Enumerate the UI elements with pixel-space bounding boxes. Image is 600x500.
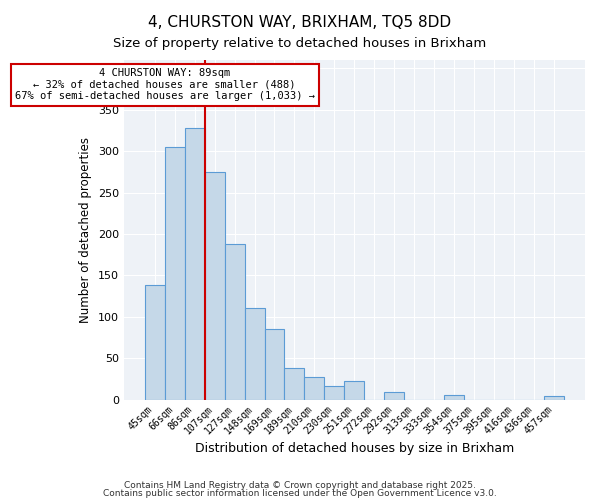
- Text: Size of property relative to detached houses in Brixham: Size of property relative to detached ho…: [113, 38, 487, 51]
- Text: 4, CHURSTON WAY, BRIXHAM, TQ5 8DD: 4, CHURSTON WAY, BRIXHAM, TQ5 8DD: [148, 15, 452, 30]
- X-axis label: Distribution of detached houses by size in Brixham: Distribution of detached houses by size …: [195, 442, 514, 455]
- Bar: [205, 172, 224, 400]
- Bar: [145, 286, 164, 400]
- Text: 4 CHURSTON WAY: 89sqm
← 32% of detached houses are smaller (488)
67% of semi-det: 4 CHURSTON WAY: 89sqm ← 32% of detached …: [14, 68, 314, 102]
- Bar: [224, 244, 245, 400]
- Bar: [325, 386, 344, 400]
- Text: Contains HM Land Registry data © Crown copyright and database right 2025.: Contains HM Land Registry data © Crown c…: [124, 480, 476, 490]
- Bar: [385, 392, 404, 400]
- Bar: [344, 382, 364, 400]
- Bar: [444, 396, 464, 400]
- Bar: [284, 368, 304, 400]
- Bar: [164, 147, 185, 400]
- Y-axis label: Number of detached properties: Number of detached properties: [79, 137, 92, 323]
- Bar: [185, 128, 205, 400]
- Text: Contains public sector information licensed under the Open Government Licence v3: Contains public sector information licen…: [103, 489, 497, 498]
- Bar: [265, 329, 284, 400]
- Bar: [245, 308, 265, 400]
- Bar: [544, 396, 564, 400]
- Bar: [304, 377, 325, 400]
